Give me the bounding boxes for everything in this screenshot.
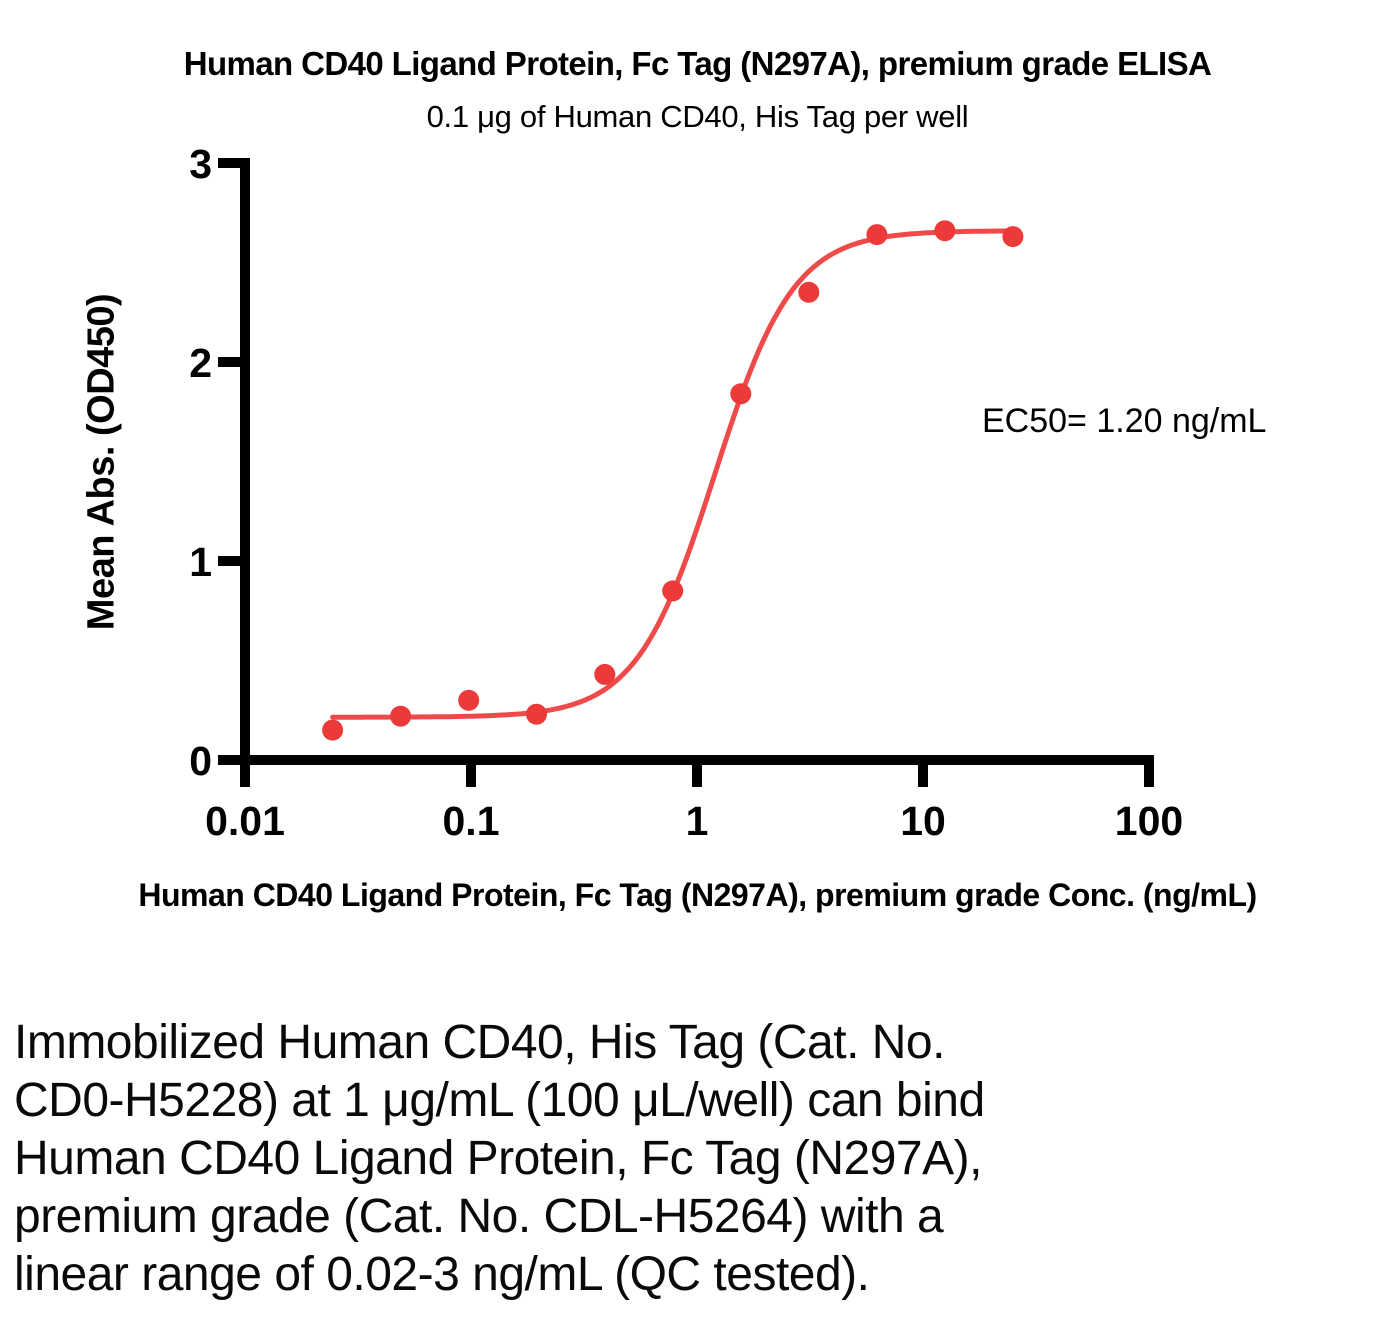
data-point [730,383,752,405]
y-tick-label: 2 [189,340,212,386]
x-tick-label: 0.1 [443,798,500,844]
data-point [458,689,480,711]
data-point [866,224,888,246]
y-tick-label: 3 [189,141,212,187]
data-point [594,663,616,685]
fit-curve [330,228,1016,720]
chart-subtitle: 0.1 μg of Human CD40, His Tag per well [426,99,969,134]
data-point [322,719,344,741]
data-point [390,705,412,727]
data-point [662,580,684,602]
y-tick-label: 0 [189,738,212,784]
x-tick-label: 100 [1115,798,1183,844]
ec50-annotation: EC50= 1.20 ng/mL [982,402,1267,440]
chart-title: Human CD40 Ligand Protein, Fc Tag (N297A… [183,45,1212,82]
x-axis-title: Human CD40 Ligand Protein, Fc Tag (N297A… [138,877,1257,913]
y-tick-label: 1 [189,539,212,585]
data-point [526,703,547,725]
x-tick-label: 0.01 [205,798,285,844]
x-tick-label: 1 [686,798,709,844]
x-tick-label: 10 [900,798,946,844]
data-point [934,220,956,242]
figure-description: Immobilized Human CD40, His Tag (Cat. No… [14,1016,985,1301]
data-point [798,281,820,303]
dose-response-chart: 0 1 2 3 0.01 0.1 1 10 100 [189,141,1183,844]
data-point [1002,226,1024,248]
